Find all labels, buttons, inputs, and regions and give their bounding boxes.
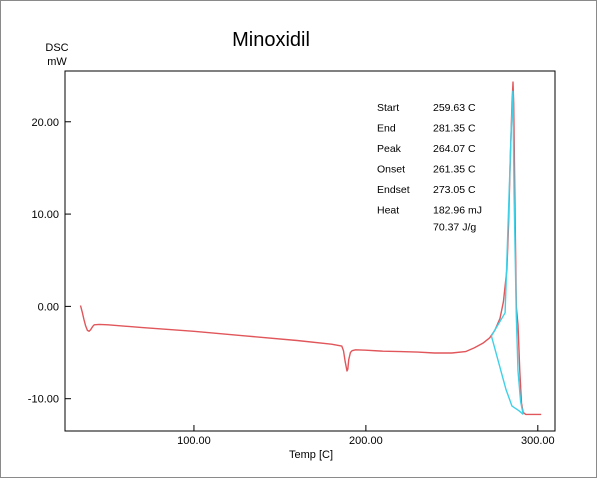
x-axis-label: Temp [C] bbox=[289, 449, 333, 461]
x-tick-label: 200.00 bbox=[349, 435, 383, 447]
y-tick-label: -10.00 bbox=[28, 394, 59, 406]
series-layer bbox=[79, 81, 542, 416]
plot-frame bbox=[64, 70, 556, 432]
peak-annotation: Start 259.63 C End 281.35 C Peak 264.07 C Onse… bbox=[377, 102, 482, 234]
y-axis-label-quantity: DSC bbox=[45, 42, 68, 54]
x-axis-ticks: 100.00 200.00 300.00 bbox=[177, 425, 555, 447]
x-tick-label: 300.00 bbox=[521, 435, 555, 447]
annotation-label: Peak bbox=[377, 143, 402, 155]
annotation-value: 264.07 C bbox=[433, 143, 476, 155]
annotation-label: Start bbox=[377, 102, 399, 114]
annotation-label: Endset bbox=[377, 184, 410, 196]
annotation-label: End bbox=[377, 123, 396, 135]
annotation-value: 182.96 mJ bbox=[433, 205, 482, 217]
y-tick-label: 10.00 bbox=[31, 209, 59, 221]
annotation-label: Onset bbox=[377, 164, 405, 176]
annotation-value: 259.63 C bbox=[433, 102, 476, 114]
chart-title: Minoxidil bbox=[232, 29, 310, 51]
annotation-specific-heat: 70.37 J/g bbox=[433, 222, 476, 234]
y-tick-label: 0.00 bbox=[38, 301, 59, 313]
annotation-value: 281.35 C bbox=[433, 123, 476, 135]
dsc-curve-line bbox=[79, 81, 542, 416]
peak-tangent-line bbox=[490, 90, 524, 415]
x-tick-label: 100.00 bbox=[177, 435, 211, 447]
baseline-tangent-line bbox=[490, 335, 524, 415]
annotation-value: 261.35 C bbox=[433, 164, 476, 176]
annotation-label: Heat bbox=[377, 205, 399, 217]
y-axis-label-unit: mW bbox=[47, 56, 67, 68]
y-tick-label: 20.00 bbox=[31, 117, 59, 129]
annotation-value: 273.05 C bbox=[433, 184, 476, 196]
y-axis-ticks: 20.00 10.00 0.00 -10.00 bbox=[28, 117, 71, 406]
